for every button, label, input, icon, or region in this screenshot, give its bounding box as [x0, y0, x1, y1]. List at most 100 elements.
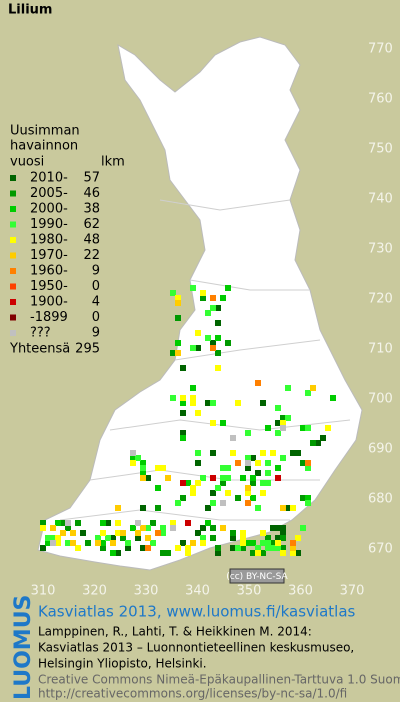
- citation: Lamppinen, R., Lahti, T. & Heikkinen M. …: [38, 625, 312, 639]
- observation-square: [140, 505, 146, 511]
- observation-square: [290, 545, 296, 551]
- observation-square: [210, 340, 216, 346]
- observation-square: [265, 545, 271, 551]
- observation-square: [180, 495, 186, 501]
- observation-square: [190, 285, 196, 291]
- observation-square: [190, 385, 196, 391]
- observation-square: [275, 535, 281, 541]
- observation-square: [250, 480, 256, 486]
- observation-square: [225, 340, 231, 346]
- legend-swatch: [10, 252, 16, 259]
- observation-square: [195, 460, 201, 466]
- x-tick-label: 330: [134, 584, 159, 599]
- observation-square: [275, 475, 281, 481]
- observation-square: [125, 540, 131, 546]
- observation-square: [110, 550, 116, 556]
- observation-square: [280, 530, 286, 536]
- citation: Helsingin Yliopisto, Helsinki.: [38, 657, 207, 671]
- observation-square: [195, 480, 201, 486]
- observation-square: [215, 545, 221, 551]
- observation-square: [120, 535, 126, 541]
- observation-square: [120, 530, 126, 536]
- observation-square: [270, 540, 276, 546]
- observation-square: [95, 540, 101, 546]
- observation-square: [225, 475, 231, 481]
- observation-square: [195, 330, 201, 336]
- legend-count: 0: [92, 279, 100, 294]
- observation-square: [185, 545, 191, 551]
- observation-square: [260, 450, 266, 456]
- badge-text: (cc) BY-NC-SA: [226, 572, 288, 582]
- observation-square: [320, 435, 326, 441]
- observation-square: [165, 550, 171, 556]
- observation-square: [260, 480, 266, 486]
- observation-square: [210, 490, 216, 496]
- observation-square: [65, 540, 71, 546]
- observation-square: [210, 400, 216, 406]
- observation-square: [170, 520, 176, 526]
- observation-square: [210, 535, 216, 541]
- observation-square: [175, 340, 181, 346]
- observation-square: [210, 305, 216, 311]
- observation-square: [200, 525, 206, 531]
- observation-square: [280, 425, 286, 431]
- observation-square: [275, 420, 281, 426]
- observation-square: [180, 365, 186, 371]
- observation-square: [155, 530, 161, 536]
- observation-square: [235, 400, 241, 406]
- observation-square: [245, 485, 251, 491]
- observation-square: [185, 520, 191, 526]
- observation-square: [200, 540, 206, 546]
- observation-square: [260, 530, 266, 536]
- observation-square: [55, 535, 61, 541]
- observation-square: [65, 525, 71, 531]
- observation-square: [280, 550, 286, 556]
- observation-square: [220, 420, 226, 426]
- y-tick-label: 710: [368, 342, 393, 357]
- observation-square: [180, 435, 186, 441]
- observation-square: [245, 455, 251, 461]
- y-tick-label: 770: [368, 42, 393, 57]
- observation-square: [135, 520, 141, 526]
- observation-square: [205, 505, 211, 511]
- observation-square: [220, 525, 226, 531]
- observation-square: [190, 345, 196, 351]
- observation-square: [245, 430, 251, 436]
- observation-square: [45, 540, 51, 546]
- observation-square: [295, 450, 301, 456]
- observation-square: [315, 440, 321, 446]
- observation-square: [135, 455, 141, 461]
- observation-square: [300, 525, 306, 531]
- observation-square: [305, 460, 311, 466]
- observation-square: [165, 475, 171, 481]
- observation-square: [200, 535, 206, 541]
- observation-square: [205, 310, 211, 316]
- observation-square: [210, 475, 216, 481]
- observation-square: [185, 480, 191, 486]
- observation-square: [100, 530, 106, 536]
- observation-square: [220, 475, 226, 481]
- observation-square: [310, 440, 316, 446]
- observation-square: [65, 520, 71, 526]
- observation-square: [105, 520, 111, 526]
- observation-square: [265, 535, 271, 541]
- observation-square: [250, 455, 256, 461]
- observation-square: [225, 285, 231, 291]
- legend-swatch: [10, 268, 16, 274]
- observation-square: [210, 420, 216, 426]
- y-tick-label: 740: [368, 192, 393, 207]
- observation-square: [135, 535, 141, 541]
- observation-square: [235, 460, 241, 466]
- observation-square: [110, 540, 116, 546]
- observation-square: [275, 430, 281, 436]
- observation-square: [280, 420, 286, 426]
- observation-square: [260, 400, 266, 406]
- observation-square: [140, 470, 146, 476]
- observation-square: [300, 495, 306, 501]
- observation-square: [70, 540, 76, 546]
- observation-square: [260, 540, 266, 546]
- y-tick-label: 680: [368, 492, 393, 507]
- observation-square: [115, 550, 121, 556]
- observation-square: [215, 335, 221, 341]
